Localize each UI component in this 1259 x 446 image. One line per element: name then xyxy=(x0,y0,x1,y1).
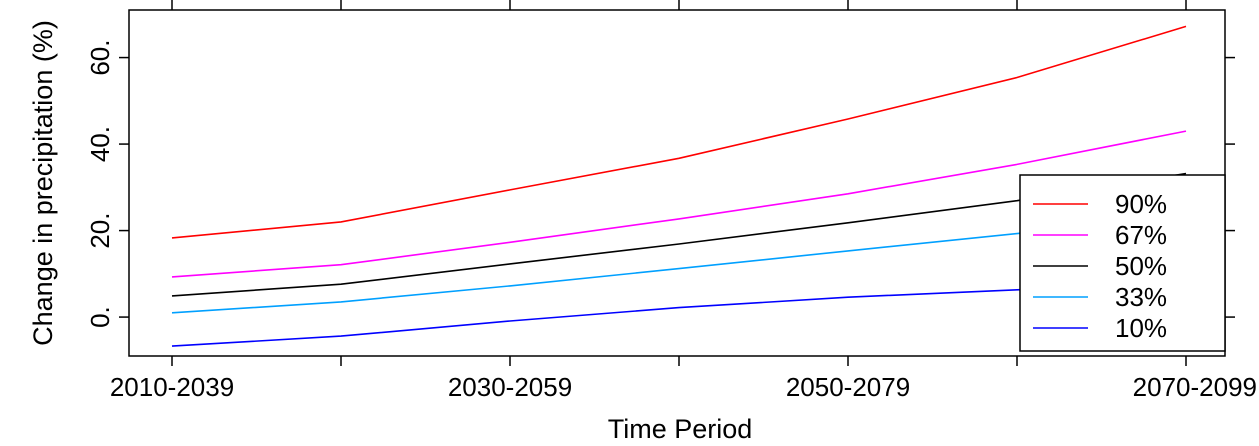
y-axis-title: Change in precipitation (%) xyxy=(28,20,58,346)
legend-label: 67% xyxy=(1115,220,1167,250)
legend-label: 50% xyxy=(1115,251,1167,281)
x-tick-label: 2050-2079 xyxy=(786,372,910,402)
series-line-10pct xyxy=(171,283,1187,347)
x-tick-label: 2070-2099 xyxy=(1133,372,1257,402)
y-axis: 0. 20. 40. 60. xyxy=(85,39,129,328)
x-axis: 2010-2039 2030-2059 2050-2079 2070-2099 xyxy=(110,356,1257,402)
x-tick-label: 2030-2059 xyxy=(448,372,572,402)
y-tick-label: 40. xyxy=(85,126,115,162)
series-line-33pct xyxy=(171,214,1187,314)
legend: 90%67%50%33%10% xyxy=(1019,174,1226,352)
right-axis-ticks xyxy=(1225,56,1235,318)
legend-label: 90% xyxy=(1115,189,1167,219)
y-tick-label: 20. xyxy=(85,212,115,248)
top-axis-ticks xyxy=(171,0,1187,10)
legend-label: 33% xyxy=(1115,282,1167,312)
y-tick-label: 0. xyxy=(85,306,115,328)
x-tick-label: 2010-2039 xyxy=(110,372,234,402)
series-line-90pct xyxy=(171,25,1187,239)
y-tick-label: 60. xyxy=(85,39,115,75)
legend-label: 10% xyxy=(1115,313,1167,343)
x-axis-title: Time Period xyxy=(608,414,753,444)
series-line-67pct xyxy=(171,130,1187,278)
series-line-50pct xyxy=(171,172,1187,297)
series-lines xyxy=(171,25,1187,347)
